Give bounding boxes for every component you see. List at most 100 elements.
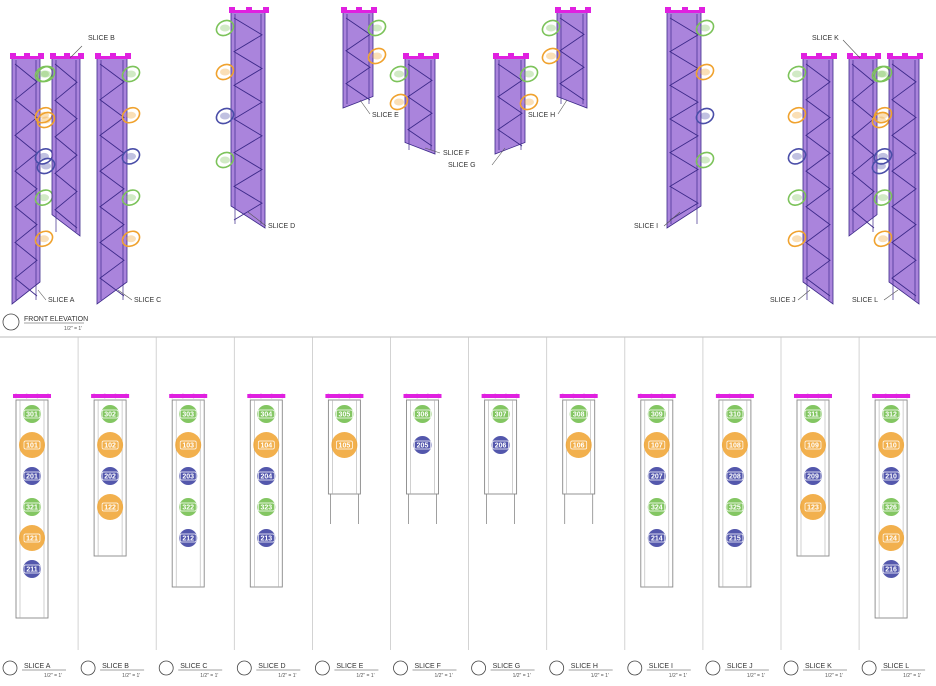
fixture-id: 210 xyxy=(885,474,897,481)
fixture-orange xyxy=(175,432,202,458)
fixture-tag-box xyxy=(179,409,197,419)
fixture-id: 204 xyxy=(260,474,272,481)
fixture-outline xyxy=(215,107,235,125)
clamp-hardware xyxy=(436,393,441,399)
clamp-hardware xyxy=(514,393,519,399)
fixture-outline xyxy=(36,65,56,83)
fixture-lens xyxy=(220,156,230,164)
fixture-tag-box xyxy=(179,502,197,512)
fixture-outline xyxy=(34,230,54,248)
fixture-orange xyxy=(19,432,45,458)
clamp-hardware xyxy=(805,393,810,399)
top-bar xyxy=(801,56,835,59)
clamp-bar xyxy=(91,394,130,398)
leader-line xyxy=(117,289,133,301)
elevation-slice-label: SLICE A xyxy=(48,297,75,304)
truss-frame xyxy=(249,399,283,588)
fixture-id: 104 xyxy=(260,443,272,450)
fixture-id: 122 xyxy=(104,505,116,512)
fixture-lens xyxy=(39,111,49,119)
front-elevation-scale: 1/2" = 1' xyxy=(64,326,82,332)
fixture-orange xyxy=(565,432,592,458)
slice-title: SLICE J xyxy=(727,663,753,670)
fixture-outline xyxy=(695,63,715,81)
elevation-slice-label: SLICE C xyxy=(134,297,161,304)
fixture-tag-box xyxy=(336,440,353,450)
fixture-outline xyxy=(873,189,893,206)
top-bar xyxy=(555,10,589,13)
clamp-hardware xyxy=(883,393,888,399)
truss-frame xyxy=(171,399,205,588)
fixture-lens xyxy=(700,24,710,32)
slice-section-j: 310 108 208 325 215 SLICE J 1/2" = 1' xyxy=(702,337,769,679)
slice-section-f: 306 205 SLICE F 1/2" = 1' xyxy=(390,337,457,679)
fixture-id: 124 xyxy=(885,536,897,543)
fixture-orange xyxy=(331,432,358,458)
view-marker-circle xyxy=(705,660,721,676)
fixture-outline xyxy=(215,63,235,81)
clamp-bar xyxy=(794,394,832,398)
fixture-green xyxy=(647,405,666,423)
fixture-lens xyxy=(126,70,136,78)
fixture-id: 203 xyxy=(182,474,194,481)
truss-frame xyxy=(718,399,752,588)
top-bar xyxy=(403,56,437,59)
top-bar xyxy=(665,10,703,13)
slice-scale: 1/2" = 1' xyxy=(747,673,765,679)
fixture-tag-box xyxy=(648,502,666,512)
elevation-slice-label: SLICE J xyxy=(770,297,796,304)
fixture-tag-box xyxy=(882,533,900,543)
clamp-hardware xyxy=(748,393,754,399)
fixture-id: 321 xyxy=(26,505,38,512)
fixture-id: 309 xyxy=(651,412,663,419)
fixture-tag-box xyxy=(23,409,41,419)
fixture-tag-box xyxy=(882,440,900,450)
clamp-hardware xyxy=(358,393,363,399)
fixture-id: 308 xyxy=(573,412,585,419)
fixture-tag-box xyxy=(257,533,275,543)
slice-section-k: 311 109 209 123 SLICE K 1/2" = 1' xyxy=(780,337,847,679)
fixture-outline xyxy=(787,230,807,248)
fixture-outline xyxy=(121,65,141,83)
fixture-id: 102 xyxy=(104,443,116,450)
fixture-tag-box xyxy=(414,440,431,450)
fixture-tag-box xyxy=(23,564,41,574)
fixture-outline xyxy=(695,19,715,37)
fixture-green xyxy=(23,405,41,423)
tower-panel xyxy=(96,57,128,305)
elevation-slice-label: SLICE F xyxy=(443,150,469,157)
fixture-id: 207 xyxy=(651,474,663,481)
view-marker-circle xyxy=(861,660,877,676)
elevation-slice-label: SLICE B xyxy=(88,35,115,42)
fixture-orange xyxy=(721,432,748,458)
fixture-tag-box xyxy=(101,409,119,419)
fixture-tag-box xyxy=(804,502,822,512)
clamp-hardware xyxy=(571,393,576,399)
fixture-lens xyxy=(126,111,136,119)
slice-section-g: 307 206 SLICE G 1/2" = 1' xyxy=(468,337,535,679)
fixture-id: 310 xyxy=(729,412,741,419)
fixture-tag-box xyxy=(804,440,822,450)
clamp-bar xyxy=(715,394,754,398)
clamp-hardware xyxy=(894,393,899,399)
slice-scale: 1/2" = 1' xyxy=(591,673,609,679)
fixture-blue xyxy=(882,467,901,485)
slice-scale: 1/2" = 1' xyxy=(669,673,687,679)
fixture-id: 107 xyxy=(651,443,663,450)
slice-title: SLICE G xyxy=(493,663,521,670)
fixture-lens xyxy=(876,70,886,78)
fixture-tag-box xyxy=(179,471,197,481)
slice-section-i: 309 107 207 324 214 SLICE I 1/2" = 1' xyxy=(624,337,691,679)
top-bar xyxy=(341,10,375,13)
elevation-slice-label: SLICE G xyxy=(448,162,476,169)
fixture-tag-box xyxy=(648,533,666,543)
fixture-lens xyxy=(220,112,230,120)
front-elevation-title: FRONT ELEVATION 1/2" = 1' xyxy=(2,313,88,332)
fixture-id: 216 xyxy=(885,567,897,574)
fixture-outline xyxy=(215,19,235,37)
leader-line xyxy=(663,211,681,227)
fixture-id: 108 xyxy=(729,443,741,450)
fixture-lens xyxy=(792,111,802,119)
fixture-id: 301 xyxy=(26,412,38,419)
slice-scale: 1/2" = 1' xyxy=(825,673,843,679)
